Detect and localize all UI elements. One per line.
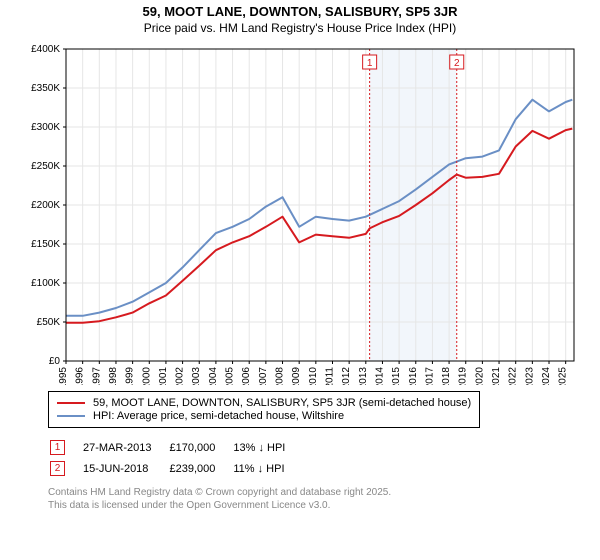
- legend-label-1: 59, MOOT LANE, DOWNTON, SALISBURY, SP5 3…: [93, 397, 471, 409]
- svg-text:1996: 1996: [75, 367, 86, 385]
- svg-text:1995: 1995: [58, 367, 69, 385]
- svg-text:£200K: £200K: [31, 200, 60, 211]
- title-line-1: 59, MOOT LANE, DOWNTON, SALISBURY, SP5 3…: [0, 4, 600, 19]
- svg-text:2003: 2003: [191, 367, 202, 385]
- svg-text:1998: 1998: [108, 367, 119, 385]
- svg-text:£350K: £350K: [31, 83, 60, 94]
- svg-text:£150K: £150K: [31, 239, 60, 250]
- marker-flag-label: 2: [454, 58, 460, 69]
- markers-table: 1 27-MAR-2013£170,00013% ↓ HPI 2 15-JUN-201…: [48, 436, 303, 480]
- marker-badge: 2: [50, 461, 65, 476]
- marker-date: 15-JUN-2018: [83, 459, 167, 478]
- svg-text:2020: 2020: [474, 367, 485, 385]
- svg-text:2005: 2005: [225, 367, 236, 385]
- marker-delta: 13% ↓ HPI: [233, 438, 301, 457]
- svg-text:2006: 2006: [241, 367, 252, 385]
- svg-text:2009: 2009: [291, 367, 302, 385]
- legend: 59, MOOT LANE, DOWNTON, SALISBURY, SP5 3…: [48, 391, 480, 428]
- svg-text:2018: 2018: [441, 367, 452, 385]
- svg-text:2021: 2021: [491, 367, 502, 385]
- marker-date: 27-MAR-2013: [83, 438, 167, 457]
- legend-row: HPI: Average price, semi-detached house,…: [57, 410, 471, 422]
- legend-label-2: HPI: Average price, semi-detached house,…: [93, 410, 344, 422]
- marker-price: £239,000: [169, 459, 231, 478]
- svg-text:2008: 2008: [275, 367, 286, 385]
- attribution: Contains HM Land Registry data © Crown c…: [48, 486, 600, 512]
- marker-row: 1 27-MAR-2013£170,00013% ↓ HPI: [50, 438, 301, 457]
- svg-text:£50K: £50K: [37, 317, 61, 328]
- svg-text:2013: 2013: [358, 367, 369, 385]
- svg-text:1999: 1999: [125, 367, 136, 385]
- legend-row: 59, MOOT LANE, DOWNTON, SALISBURY, SP5 3…: [57, 397, 471, 409]
- svg-text:£300K: £300K: [31, 122, 60, 133]
- svg-text:2002: 2002: [175, 367, 186, 385]
- svg-text:£250K: £250K: [31, 161, 60, 172]
- svg-text:2022: 2022: [508, 367, 519, 385]
- svg-text:2023: 2023: [524, 367, 535, 385]
- svg-text:2016: 2016: [408, 367, 419, 385]
- svg-text:2001: 2001: [158, 367, 169, 385]
- svg-text:£0: £0: [49, 356, 61, 367]
- marker-badge: 1: [50, 440, 65, 455]
- svg-text:2024: 2024: [541, 367, 552, 385]
- svg-text:2011: 2011: [324, 367, 335, 385]
- svg-text:2014: 2014: [374, 367, 385, 385]
- attribution-line-2: This data is licensed under the Open Gov…: [48, 499, 600, 512]
- marker-row: 2 15-JUN-2018£239,00011% ↓ HPI: [50, 459, 301, 478]
- svg-text:2004: 2004: [208, 367, 219, 385]
- svg-text:2000: 2000: [141, 367, 152, 385]
- marker-delta: 11% ↓ HPI: [233, 459, 301, 478]
- legend-swatch-1: [57, 402, 85, 404]
- marker-flag-label: 1: [367, 58, 373, 69]
- svg-text:£400K: £400K: [31, 44, 60, 55]
- svg-text:£100K: £100K: [31, 278, 60, 289]
- attribution-line-1: Contains HM Land Registry data © Crown c…: [48, 486, 600, 499]
- svg-text:2019: 2019: [458, 367, 469, 385]
- svg-text:2007: 2007: [258, 367, 269, 385]
- svg-text:2017: 2017: [424, 367, 435, 385]
- svg-text:2025: 2025: [558, 367, 569, 385]
- svg-text:2015: 2015: [391, 367, 402, 385]
- legend-swatch-2: [57, 415, 85, 417]
- price-chart: £0 £50K £100K £150K £200K £250K £300K £350K £400…: [22, 41, 578, 385]
- svg-text:2012: 2012: [341, 367, 352, 385]
- title-line-2: Price paid vs. HM Land Registry's House …: [0, 21, 600, 35]
- svg-text:2010: 2010: [308, 367, 319, 385]
- svg-text:1997: 1997: [91, 367, 102, 385]
- marker-price: £170,000: [169, 438, 231, 457]
